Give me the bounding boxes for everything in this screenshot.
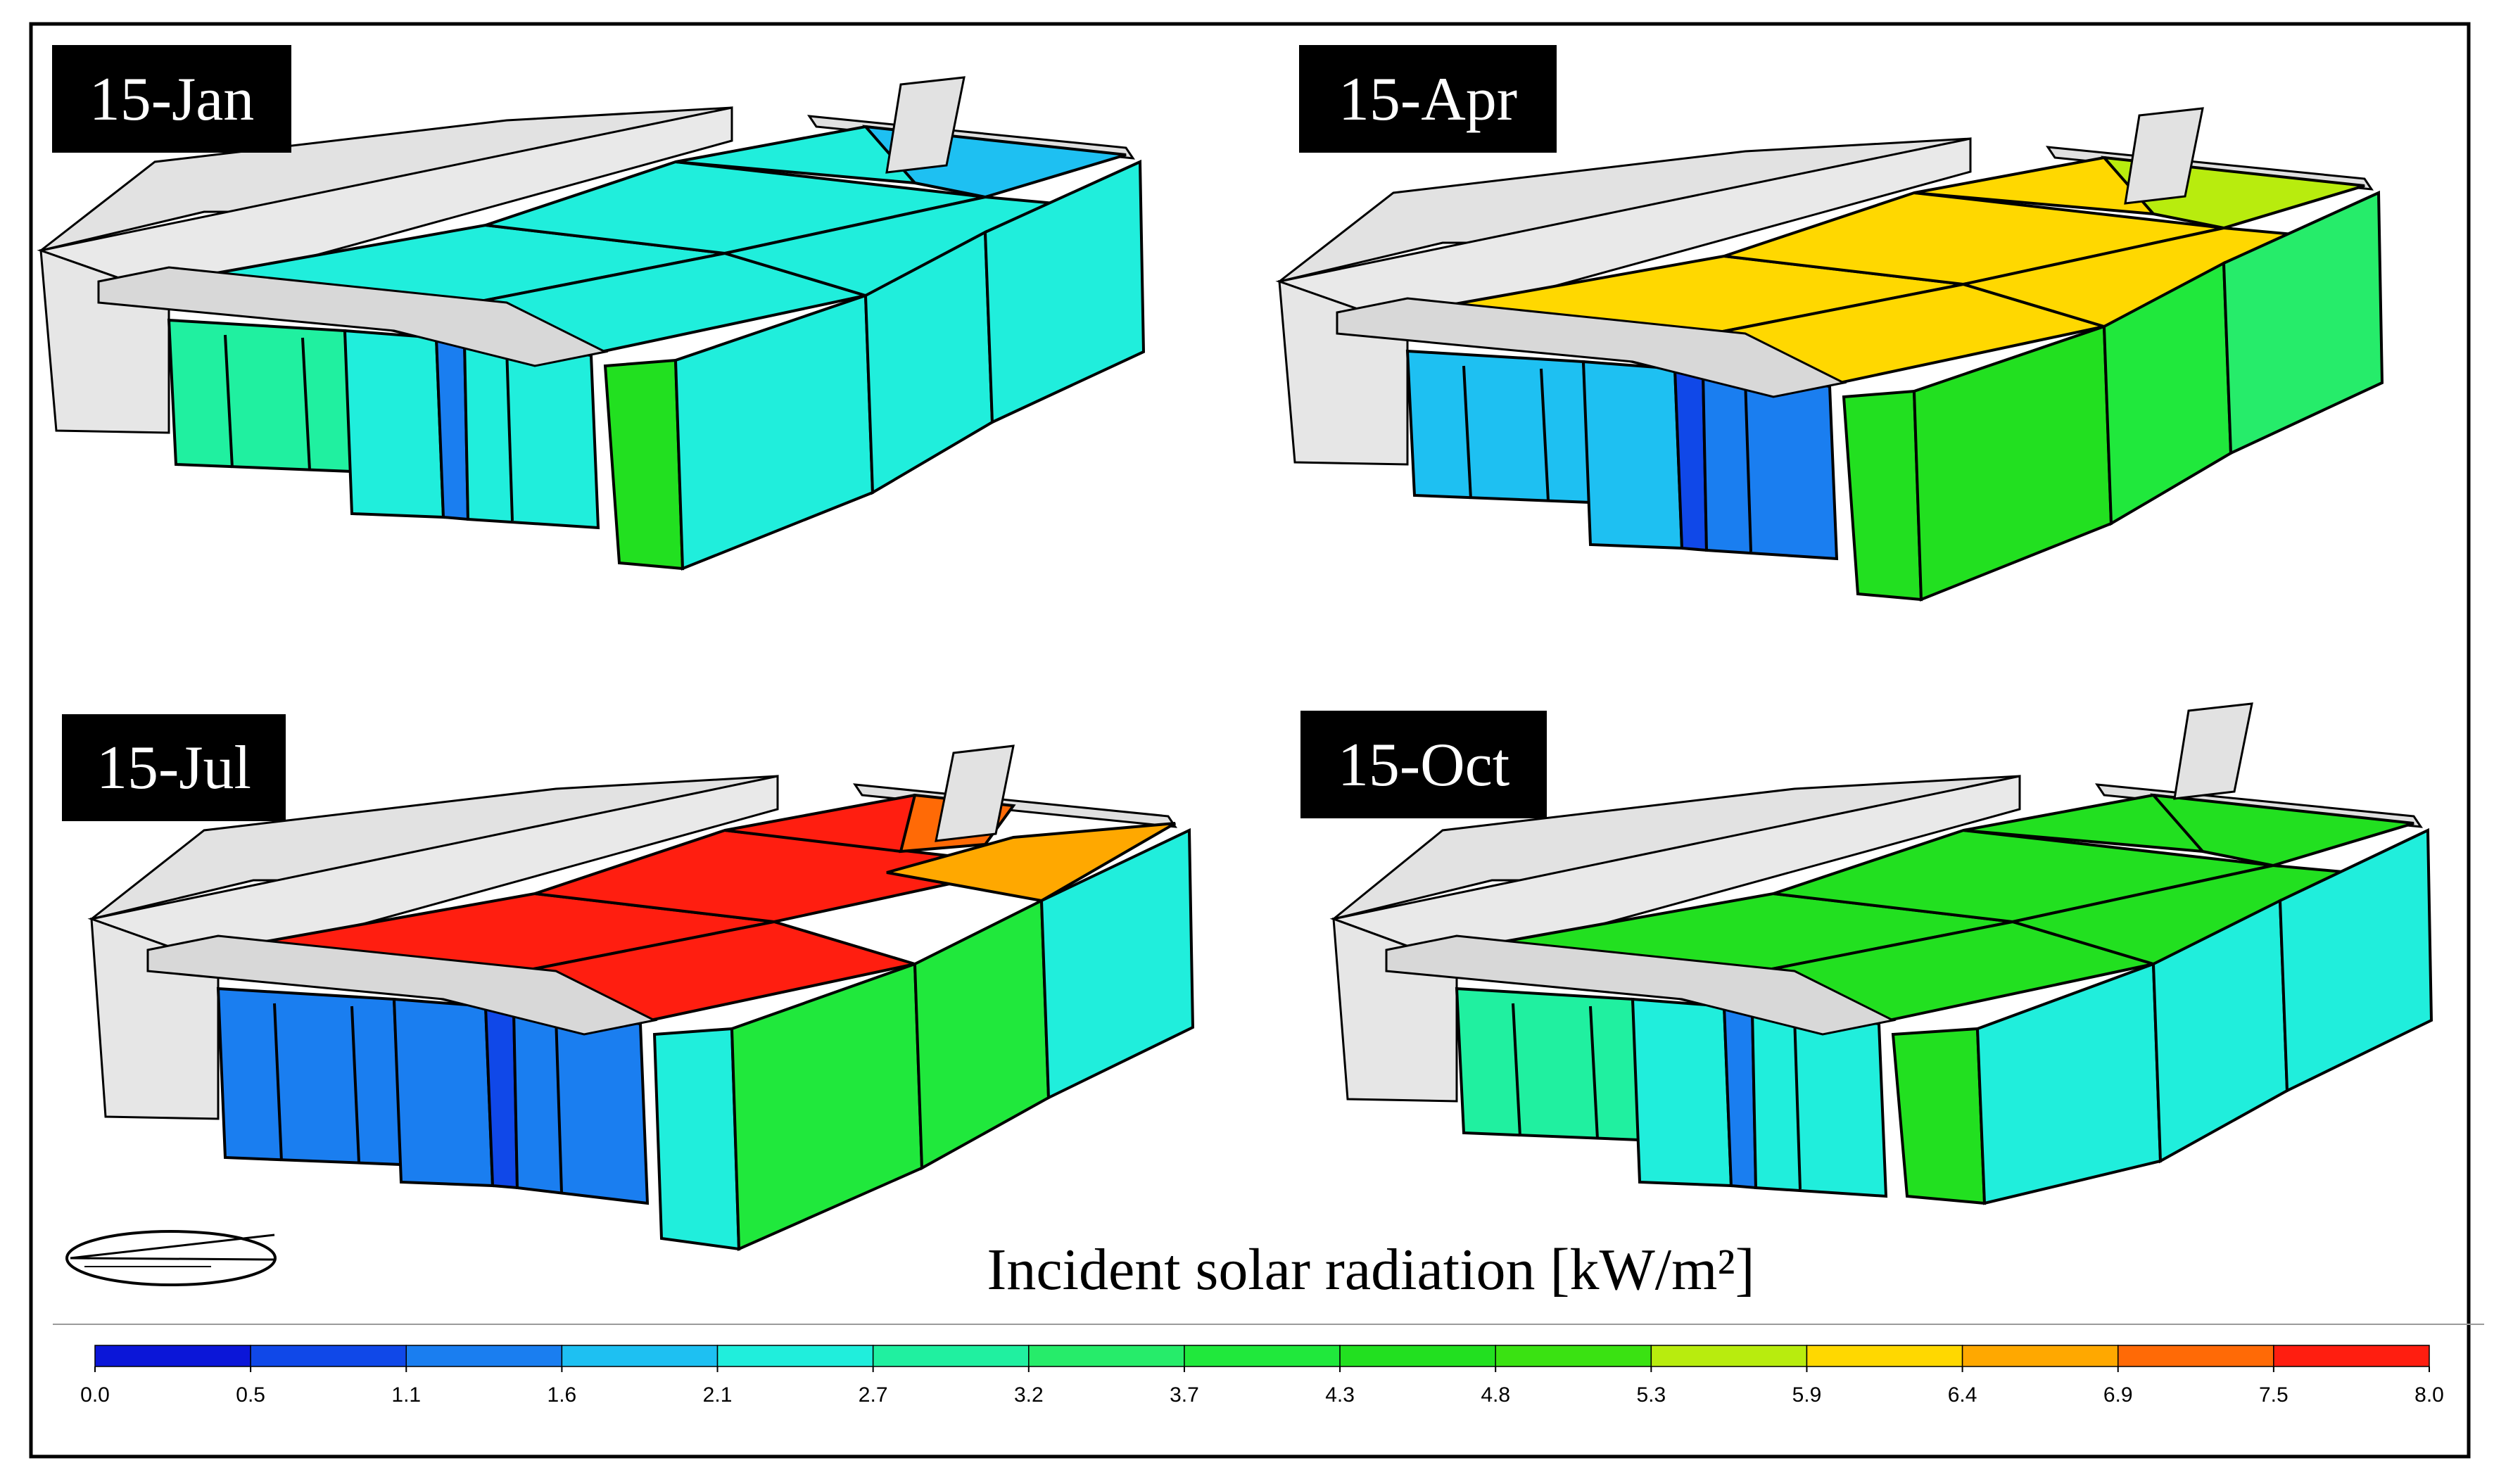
color-scale-segment xyxy=(561,1345,719,1367)
panel-15-apr: 15-Apr xyxy=(1275,45,2384,602)
month-label: 15-Apr xyxy=(1338,65,1517,134)
color-scale-ticks: 0.0 0.5 1.1 1.6 2.1 2.7 3.2 3.7 4.3 4.8 5.3 5.9 6.4 6… xyxy=(80,1366,2444,1407)
front-zone xyxy=(167,318,354,474)
color-scale-tick-label: 8.0 xyxy=(2414,1383,2444,1407)
front-zone xyxy=(1673,367,1709,552)
window-mullion xyxy=(1540,368,1550,502)
color-scale-segment xyxy=(1495,1345,1652,1367)
north-arrow-icon xyxy=(65,1230,277,1286)
front-zone xyxy=(1455,987,1642,1142)
panel-15-jan: 15-Jan xyxy=(37,45,1146,571)
building-model xyxy=(87,744,1195,1252)
side-zone xyxy=(603,358,685,571)
color-scale-tick-label: 6.4 xyxy=(1948,1383,1977,1407)
front-zone xyxy=(343,329,445,519)
panel-15-jul: 15-Jul xyxy=(62,714,1195,1252)
solar-panel xyxy=(885,76,966,174)
solar-panel xyxy=(935,744,1015,842)
front-zone xyxy=(1631,997,1733,1188)
front-zone xyxy=(1701,370,1839,561)
color-scale-segment xyxy=(1650,1345,1808,1367)
front-zone xyxy=(483,1004,519,1190)
front-zone xyxy=(216,987,403,1167)
color-scale-segment xyxy=(1028,1345,1185,1367)
color-scale-segment xyxy=(716,1345,874,1367)
color-scale-tick-label: 3.7 xyxy=(1170,1383,1199,1407)
color-scale-tick-label: 7.5 xyxy=(2259,1383,2289,1407)
color-scale-tick-label: 1.6 xyxy=(547,1383,577,1407)
building-model xyxy=(1275,107,2384,602)
color-scale-segment xyxy=(2273,1345,2430,1367)
side-zone xyxy=(1842,389,1923,602)
color-scale-bar xyxy=(94,1345,2430,1367)
color-scale-tick-label: 2.7 xyxy=(859,1383,888,1407)
front-zone xyxy=(1750,1008,1888,1198)
roof-tray xyxy=(852,783,1178,828)
side-zone xyxy=(1891,1027,1987,1205)
window-mullion xyxy=(1512,1003,1521,1137)
window-mullion xyxy=(1589,1006,1599,1139)
front-zone xyxy=(512,1008,650,1205)
month-label-bg xyxy=(1299,45,1557,153)
color-scale-segment xyxy=(1961,1345,2119,1367)
color-scale-tick-label: 0.0 xyxy=(80,1383,110,1407)
color-scale-segment xyxy=(94,1345,251,1367)
front-zone xyxy=(1581,360,1684,550)
color-scale-tick-label: 1.1 xyxy=(391,1383,421,1407)
window-mullion xyxy=(1462,365,1472,500)
overhang xyxy=(146,934,658,1036)
color-scale-segment xyxy=(250,1345,407,1367)
window-mullion xyxy=(224,334,234,469)
side-zone xyxy=(652,1027,741,1251)
legend-title: Incident solar radiation [kW/m²] xyxy=(987,1237,1754,1302)
front-zone xyxy=(434,336,470,521)
window-mullion xyxy=(505,348,514,521)
building-model xyxy=(1329,702,2433,1205)
window-mullion xyxy=(301,337,311,471)
front-zone xyxy=(392,997,495,1188)
window-mullion xyxy=(555,1016,563,1193)
overhang xyxy=(1385,934,1897,1036)
window-mullion xyxy=(1744,379,1752,552)
right-zone xyxy=(2278,827,2433,1093)
color-scale-tick-label: 2.1 xyxy=(703,1383,733,1407)
month-label-bg xyxy=(1300,711,1547,818)
solar-panel xyxy=(2173,702,2253,800)
building-model xyxy=(37,76,1146,571)
window-mullion xyxy=(1793,1016,1802,1190)
color-scale-tick-label: 4.3 xyxy=(1325,1383,1355,1407)
right-zone xyxy=(983,159,1146,425)
right-zone xyxy=(2222,190,2384,456)
roof-zone xyxy=(886,822,1177,903)
solar-panel xyxy=(2124,107,2204,205)
month-label-bg xyxy=(62,714,286,821)
color-scale-tick-label: 3.2 xyxy=(1014,1383,1044,1407)
window-mullion xyxy=(273,1003,283,1162)
month-label-bg xyxy=(52,45,291,153)
color-scale-tick-label: 5.9 xyxy=(1792,1383,1822,1407)
color-scale-tick-label: 0.5 xyxy=(236,1383,265,1407)
window-mullion xyxy=(350,1006,360,1163)
color-scale-tick-label: 6.9 xyxy=(2103,1383,2133,1407)
panel-15-oct: 15-Oct xyxy=(1300,702,2433,1205)
front-zone xyxy=(462,339,600,530)
color-scale-segment xyxy=(2117,1345,2274,1367)
front-zone xyxy=(1405,349,1593,505)
overhang xyxy=(97,266,609,367)
month-label: 15-Jan xyxy=(89,65,255,134)
overhang xyxy=(1336,297,1847,398)
color-scale-segment xyxy=(1806,1345,1963,1367)
month-label: 15-Jul xyxy=(96,734,251,802)
color-scale-segment xyxy=(405,1345,563,1367)
color-scale-segment xyxy=(872,1345,1030,1367)
front-zone xyxy=(1722,1004,1758,1190)
color-scale-segment xyxy=(1184,1345,1341,1367)
roof-zone xyxy=(2150,793,2414,868)
color-scale-tick-label: 4.8 xyxy=(1481,1383,1510,1407)
color-scale-segment xyxy=(1339,1345,1496,1367)
color-scale-tick-label: 5.3 xyxy=(1636,1383,1666,1407)
right-zone xyxy=(1039,827,1195,1101)
month-label: 15-Oct xyxy=(1338,731,1509,799)
